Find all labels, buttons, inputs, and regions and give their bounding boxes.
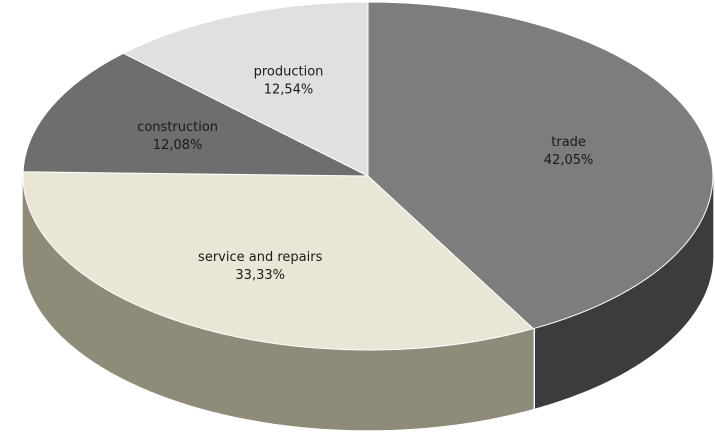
pie-slice-trade xyxy=(367,1,714,330)
slice-label-production: production xyxy=(254,65,324,80)
slice-value-trade: 42,05% xyxy=(544,153,594,168)
slice-label-trade: trade xyxy=(551,135,586,150)
slice-value-construction: 12,08% xyxy=(153,138,203,153)
pie-slice-service-and-repairs xyxy=(22,171,535,351)
pie-top-faces xyxy=(22,1,714,351)
pie-slice-production xyxy=(122,1,369,177)
slice-value-service-and-repairs: 33,33% xyxy=(235,268,285,283)
slice-value-production: 12,54% xyxy=(264,83,314,98)
slice-label-construction: construction xyxy=(137,120,218,135)
slice-label-service-and-repairs: service and repairs xyxy=(198,250,323,265)
pie-labels: trade 42,05% service and repairs 33,33% cons… xyxy=(137,65,593,284)
pie-slice-construction xyxy=(22,52,369,177)
